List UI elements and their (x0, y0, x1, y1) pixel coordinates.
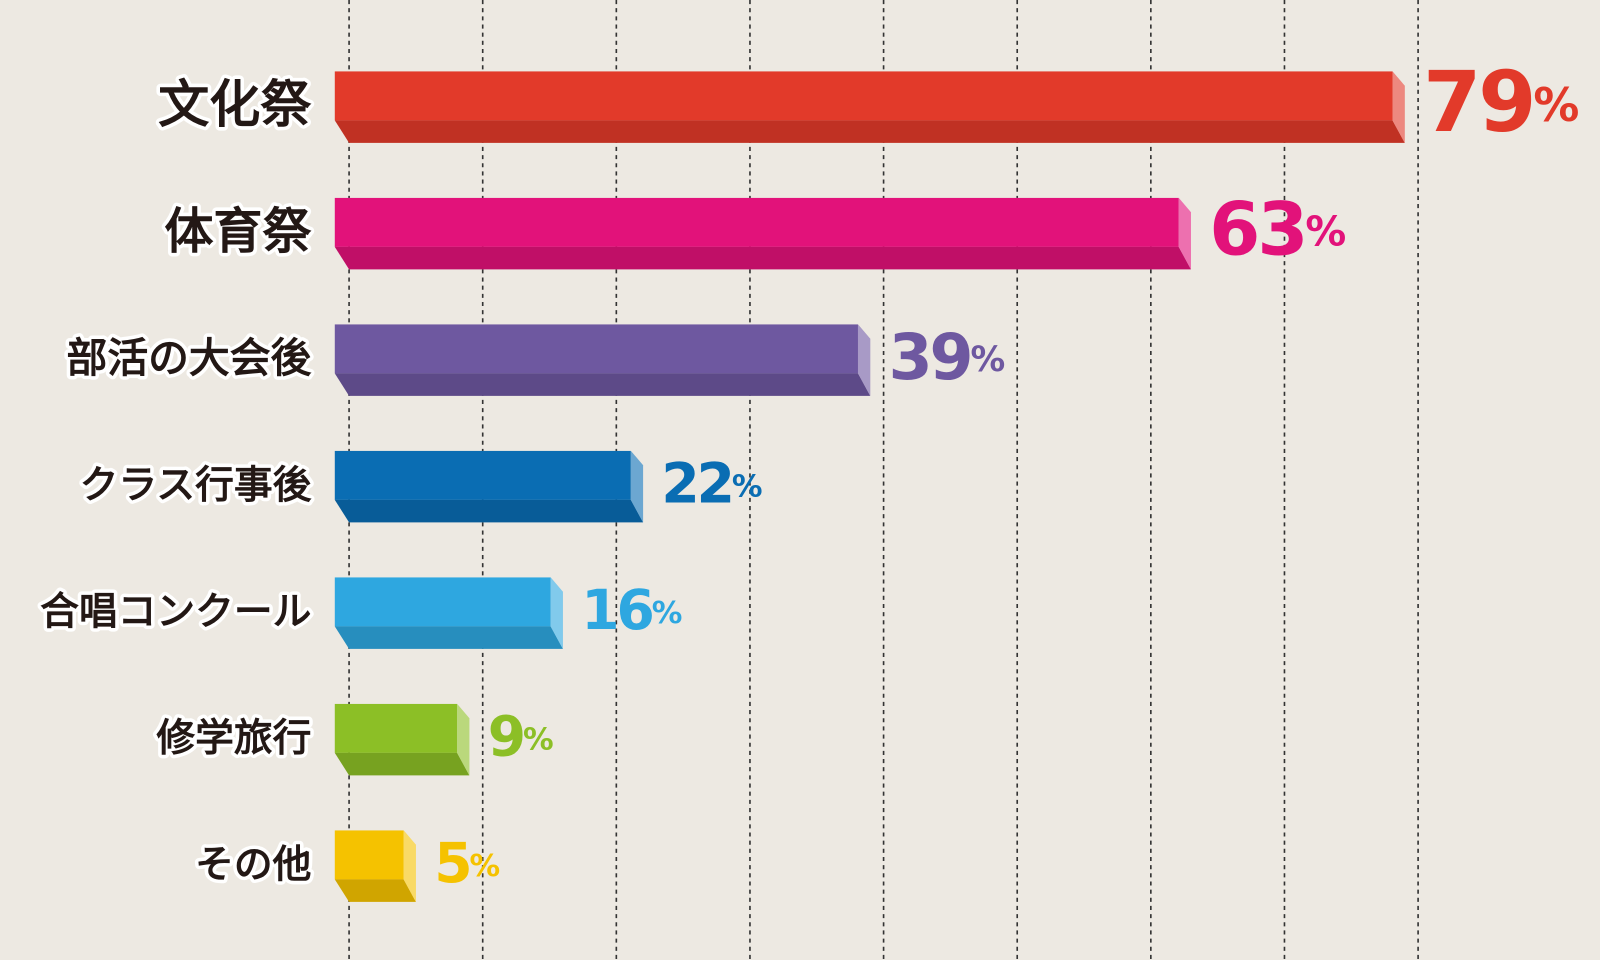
value-label: 22% (661, 452, 762, 516)
category-label: 合唱コンクール (40, 590, 311, 635)
bar-bottom-face (334, 373, 871, 396)
bar-side-shade (1178, 197, 1191, 270)
bar-bottom-shade (334, 626, 563, 649)
bar-side-face (403, 830, 416, 902)
bar-bottom-shade (334, 120, 1405, 143)
value-label: 9% (488, 705, 553, 769)
bar-side-shade (630, 450, 644, 523)
bar-side-face (1178, 197, 1191, 270)
category-label: 修学旅行 (156, 716, 311, 761)
bar-bottom-face (334, 499, 644, 523)
category-label: その他 (195, 843, 311, 888)
category-label: クラス行事後 (80, 463, 313, 508)
bar-bottom-shade (334, 246, 1191, 270)
value-label: 79% (1423, 53, 1578, 151)
category-label: 文化祭 (158, 76, 312, 135)
bar-side-shade (403, 830, 416, 902)
bar-bottom-face (334, 879, 416, 902)
value-label: 63% (1209, 188, 1345, 273)
bar (334, 197, 1179, 247)
bar (334, 703, 458, 753)
value-label: 39% (889, 320, 1005, 394)
bar-bottom-shade (334, 499, 644, 523)
bar-bottom-shade (334, 879, 416, 902)
bar (334, 450, 631, 500)
category-label: 体育祭 (164, 203, 312, 260)
bar-side-shade (457, 703, 470, 776)
bar-bottom-face (334, 752, 470, 776)
bar (334, 324, 858, 374)
bar-side-face (1392, 71, 1405, 143)
bar (334, 71, 1393, 121)
value-label: 16% (581, 578, 682, 642)
bar-bottom-face (334, 626, 563, 649)
bar-side-face (857, 324, 871, 396)
bar-side-face (630, 450, 644, 523)
bar-bottom-face (334, 120, 1405, 143)
bar-side-face (457, 703, 470, 776)
category-label: 部活の大会後 (67, 334, 313, 382)
bar-side-shade (857, 324, 871, 396)
bar (334, 830, 404, 880)
bar-bottom-shade (334, 752, 470, 776)
bar-bottom-face (334, 246, 1191, 270)
value-label: 5% (434, 831, 499, 895)
bar-bottom-shade (334, 373, 871, 396)
bar-side-shade (550, 577, 563, 649)
bar-side-face (550, 577, 563, 649)
bar-side-shade (1392, 71, 1405, 143)
bar (334, 577, 551, 627)
